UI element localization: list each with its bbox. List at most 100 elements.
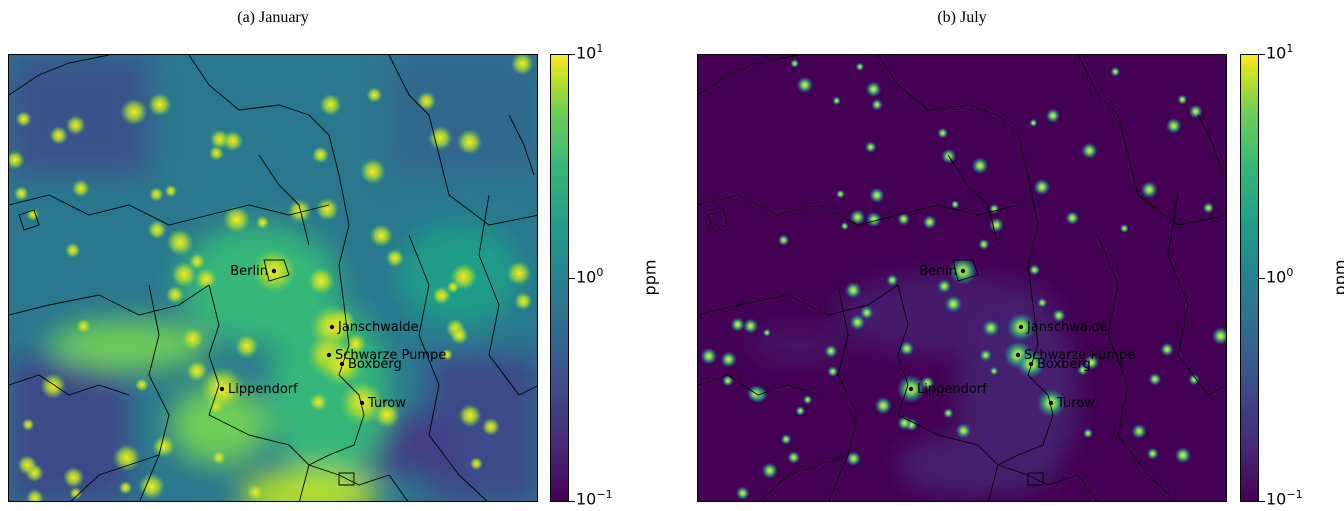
- city-label-lippendorf: Lippendorf: [917, 382, 987, 397]
- emission-hotspot: [735, 486, 750, 501]
- emission-hotspot: [118, 480, 133, 495]
- emission-hotspot: [787, 451, 801, 464]
- emission-hotspot: [195, 268, 217, 291]
- emission-hotspot: [359, 158, 386, 185]
- emission-hotspot: [790, 59, 800, 68]
- emission-hotspot: [120, 98, 148, 126]
- city-label-boxberg: Boxberg: [1037, 357, 1091, 372]
- emission-hotspot: [700, 347, 718, 365]
- emission-hotspot: [865, 81, 882, 98]
- colorbar-b-tick-mark: [1259, 54, 1265, 55]
- border-line: [698, 284, 899, 316]
- emission-hotspot: [65, 242, 81, 258]
- emission-hotspot: [762, 328, 771, 337]
- emission-hotspot: [287, 198, 312, 224]
- emission-hotspot: [1110, 66, 1121, 77]
- colorbar-a-tick-bottom: 10−1: [576, 488, 613, 509]
- emission-hotspot: [510, 55, 534, 76]
- emission-hotspot: [1160, 342, 1174, 357]
- emission-hotspot: [761, 462, 778, 479]
- border-line: [338, 472, 355, 486]
- emission-hotspot: [922, 215, 937, 230]
- emission-hotspot: [188, 253, 206, 270]
- border-line: [698, 374, 819, 396]
- emission-hotspot: [76, 318, 92, 334]
- colorbar-july: [1240, 54, 1259, 502]
- emission-hotspot: [63, 466, 85, 488]
- city-marker-turow: [359, 400, 365, 406]
- emission-hotspot: [846, 451, 861, 467]
- emission-hotspot: [1119, 223, 1129, 233]
- emission-hotspot: [978, 238, 990, 250]
- emission-hotspot: [40, 373, 66, 399]
- border-line: [208, 284, 220, 416]
- colorbar-a-tick-top: 101: [576, 42, 604, 63]
- city-marker-janschwalde: [329, 324, 335, 330]
- emission-hotspot: [166, 228, 194, 256]
- emission-hotspot: [1052, 309, 1066, 323]
- emission-hotspot: [1065, 211, 1080, 225]
- border-line: [388, 55, 537, 226]
- border-line: [897, 284, 909, 416]
- emission-hotspot: [416, 91, 437, 111]
- emission-hotspot: [147, 220, 167, 240]
- city-label-turow: Turow: [367, 396, 406, 411]
- emission-hotspot: [164, 184, 178, 198]
- emission-hotspot: [730, 317, 745, 332]
- city-label-boxberg: Boxberg: [348, 357, 402, 372]
- emission-hotspot: [135, 378, 149, 392]
- colorbar-january: [550, 54, 569, 502]
- map-january: Berlin Janschwalde Schwarze Pumpe Boxberg Li…: [8, 54, 538, 502]
- emission-hotspot: [1148, 372, 1162, 386]
- city-marker-schwarze-pumpe: [1015, 352, 1021, 358]
- emission-hotspot: [113, 444, 141, 472]
- border-line: [1197, 114, 1224, 176]
- emission-hotspot: [319, 93, 342, 116]
- border-line: [18, 209, 40, 231]
- emission-hotspot: [307, 267, 335, 295]
- border-line: [1097, 234, 1177, 501]
- emission-hotspot: [1188, 373, 1200, 386]
- emission-hotspot: [989, 203, 1000, 215]
- emission-hotspot: [899, 341, 915, 356]
- border-line: [698, 55, 799, 96]
- emission-hotspot: [836, 189, 845, 199]
- colorbar-b-tick-top: 101: [1266, 42, 1294, 63]
- emission-hotspot: [860, 305, 874, 320]
- emission-hotspot: [315, 197, 339, 221]
- colorbar-a-unit: ppm: [640, 259, 660, 296]
- emission-hotspot: [440, 348, 453, 361]
- emission-hotspot: [432, 286, 451, 305]
- border-line: [897, 414, 999, 501]
- emission-hotspot: [309, 392, 328, 412]
- emission-hotspot: [988, 217, 1004, 233]
- emission-hotspot: [827, 366, 839, 377]
- border-line: [997, 464, 1098, 501]
- emission-hotspot: [1083, 428, 1093, 439]
- border-line: [759, 454, 849, 501]
- emission-hotspot: [1146, 447, 1159, 460]
- border-line: [478, 194, 537, 396]
- emission-hotspot: [446, 280, 460, 294]
- border-line: [9, 284, 210, 316]
- border-line: [947, 154, 999, 246]
- emission-hotspot: [944, 295, 963, 313]
- colorbar-b-tick-mark: [1259, 278, 1265, 279]
- border-line: [1167, 194, 1226, 396]
- city-label-schwarze-pumpe: Schwarze Pumpe: [335, 348, 446, 363]
- emission-hotspot: [886, 274, 899, 287]
- border-line: [308, 464, 409, 501]
- emission-hotspot: [222, 205, 251, 234]
- emission-hotspot: [955, 423, 972, 439]
- emission-hotspot: [222, 130, 244, 152]
- border-line: [188, 55, 340, 176]
- emission-hotspot: [69, 487, 82, 500]
- emission-hotspot: [1174, 446, 1192, 464]
- city-marker-turow: [1048, 400, 1054, 406]
- emission-hotspot: [506, 261, 532, 286]
- emission-hotspot: [1188, 104, 1203, 119]
- emission-hotspot: [1029, 118, 1038, 127]
- emission-hotspot: [937, 127, 949, 139]
- emission-hotspot: [181, 327, 205, 351]
